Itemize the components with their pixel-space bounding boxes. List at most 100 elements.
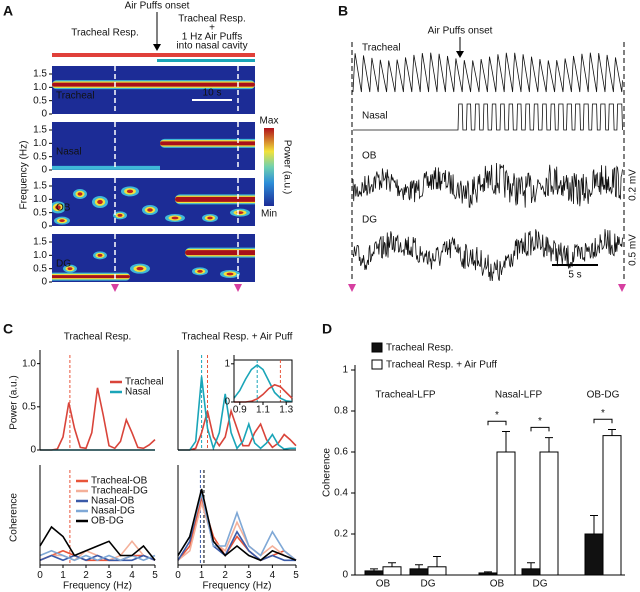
row-label: Tracheal (362, 43, 401, 54)
series-line (177, 488, 297, 562)
y-tick-label: 0.5 (33, 263, 47, 274)
group-label: OB-DG (587, 390, 620, 401)
legend-label: Tracheal-DG (91, 486, 148, 497)
y-tick-label: 0 (41, 277, 47, 288)
power-band (52, 275, 130, 279)
y-tick-label: 1.0 (33, 138, 47, 149)
arrow-head (456, 51, 464, 58)
y-tick-label: 0 (342, 570, 348, 581)
significance-star: * (538, 416, 542, 427)
significance-bracket (530, 426, 550, 432)
y-tick-label: 0 (41, 109, 47, 120)
y-tick-label: 1.5 (33, 125, 47, 136)
error-bar (433, 556, 441, 567)
arrow-head (153, 44, 161, 51)
row-label: Nasal (56, 147, 82, 158)
y-tick-label: 0.5 (33, 95, 47, 106)
y-axis-label: Coherence (322, 448, 333, 497)
x-tick-label: 4 (129, 570, 135, 581)
series-line (233, 363, 293, 403)
series-line (178, 376, 296, 451)
y-tick-label: 1.0 (22, 358, 36, 369)
power-band (185, 250, 255, 256)
condition-label: Tracheal Resp. (71, 28, 138, 39)
legend-swatch (371, 342, 383, 353)
bar (364, 570, 384, 576)
power-band (52, 165, 160, 170)
row-label: DG (56, 259, 71, 270)
bar (409, 568, 429, 576)
error-bar (502, 431, 510, 452)
error-bar (527, 562, 535, 569)
condition-label: 1 Hz Air Puffs (182, 32, 242, 43)
legend-label: Tracheal (125, 377, 164, 388)
x-tick-label: DG (421, 579, 436, 590)
bar (496, 451, 516, 576)
y-axis-label: Power (a.u.) (9, 375, 20, 429)
row-label: Tracheal (56, 91, 95, 102)
power-blob (97, 199, 103, 205)
y-tick-label: 1.5 (33, 181, 47, 192)
panel-label: A (3, 3, 13, 19)
ob-trace (352, 162, 623, 208)
power-blob (55, 205, 61, 210)
x-tick-label: 0 (37, 570, 43, 581)
error-bar (415, 564, 423, 569)
tracheal-trace (352, 52, 623, 93)
power-blob (77, 192, 83, 196)
y-tick-label: 0.2 (334, 529, 348, 540)
row-label: OB (362, 151, 377, 162)
event-marker (111, 284, 119, 292)
x-axis-label: Frequency (Hz) (63, 581, 132, 592)
y-tick-label: 0 (41, 165, 47, 176)
y-tick-label: 1.0 (33, 250, 47, 261)
power-band (52, 82, 255, 87)
scale-label: 10 s (203, 88, 222, 99)
legend-label: Tracheal-OB (91, 476, 148, 487)
scale-label: 0.5 mV (628, 234, 639, 266)
x-tick-label: 5 (293, 570, 299, 581)
x-tick-label: 2 (222, 570, 228, 581)
power-blob (117, 213, 123, 217)
row-label: OB (56, 203, 71, 214)
condition-label: + (209, 23, 215, 34)
significance-bracket (593, 418, 613, 424)
error-bar (545, 437, 553, 452)
condition-bar (157, 59, 255, 62)
y-tick-label: 0 (30, 445, 36, 456)
x-tick-label: 0 (175, 570, 181, 581)
series-line (39, 525, 156, 561)
condition-label: Tracheal Resp. (178, 14, 245, 25)
series-line (177, 495, 297, 562)
legend-label: Tracheal Resp. (386, 343, 453, 354)
event-marker (234, 284, 242, 292)
panel-label: D (322, 321, 332, 337)
x-tick-label: 1.1 (256, 404, 270, 415)
x-tick-label: 4 (270, 570, 276, 581)
bar (584, 533, 604, 576)
group-label: Tracheal-LFP (375, 390, 436, 401)
group-label: Nasal-LFP (495, 390, 543, 401)
series-line (178, 408, 297, 451)
y-tick-label: 0.8 (334, 406, 348, 417)
power-band (160, 141, 255, 146)
x-tick-label: 1 (199, 570, 205, 581)
event-marker (618, 284, 626, 292)
row-label: DG (362, 215, 377, 226)
y-tick-label: 0.4 (334, 488, 348, 499)
significance-star: * (601, 408, 605, 419)
axis-label: Frequency (Hz) (19, 141, 30, 210)
y-axis-label: Coherence (9, 493, 20, 542)
row-label: Nasal (362, 111, 388, 122)
power-blob (59, 219, 65, 223)
colorbar (264, 128, 274, 206)
spectrogram (52, 178, 255, 226)
panel-label: C (3, 321, 13, 337)
error-bar (484, 571, 492, 573)
y-tick-label: 1.0 (33, 82, 47, 93)
scale-label: 0.2 mV (628, 169, 639, 201)
colorbar-label: Power (a.u.) (281, 140, 292, 194)
x-tick-label: 3 (246, 570, 252, 581)
power-blob (207, 216, 213, 220)
y-tick-label: 0.5 (22, 401, 36, 412)
